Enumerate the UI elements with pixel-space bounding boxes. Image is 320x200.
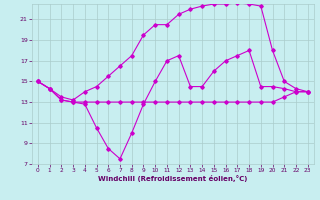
X-axis label: Windchill (Refroidissement éolien,°C): Windchill (Refroidissement éolien,°C) [98,175,247,182]
